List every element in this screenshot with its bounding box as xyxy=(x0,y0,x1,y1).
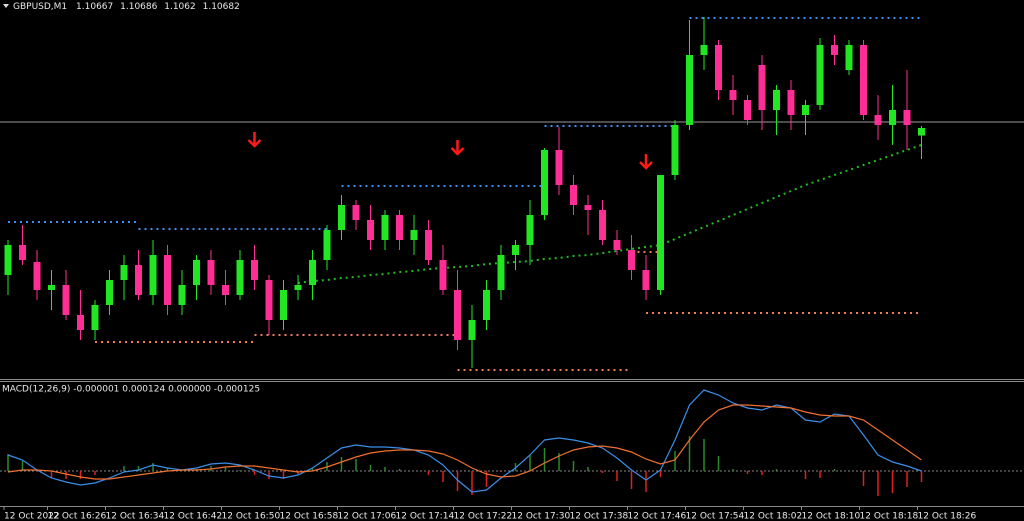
candle-body xyxy=(613,240,621,250)
sell-arrow xyxy=(450,140,465,156)
candle-body xyxy=(758,65,766,110)
time-label: 12 Oct 18:18 xyxy=(860,512,919,521)
candle-body xyxy=(207,260,215,285)
candle-body xyxy=(33,262,41,290)
candle-body xyxy=(541,150,548,215)
header-low: 1.1062 xyxy=(164,2,196,12)
candle-body xyxy=(787,90,795,115)
candle-body xyxy=(4,245,12,275)
candle-body xyxy=(425,230,432,260)
time-label: 12 Oct 16:42 xyxy=(164,512,223,521)
time-label: 12 Oct 16:50 xyxy=(222,512,281,521)
time-label: 12 Oct 18:10 xyxy=(802,512,861,521)
candle-body xyxy=(338,205,345,230)
candle-body xyxy=(178,285,186,305)
candle-body xyxy=(700,45,708,55)
macd-line xyxy=(7,404,922,480)
candle-body xyxy=(773,90,780,110)
candle-body xyxy=(367,220,374,240)
candle-body xyxy=(497,255,505,290)
candle-body xyxy=(845,45,853,70)
time-label: 12 Oct 18:02 xyxy=(744,512,803,521)
candle-body xyxy=(48,285,55,290)
candle-body xyxy=(555,150,563,185)
candle-body xyxy=(671,125,679,175)
candle-body xyxy=(236,260,244,295)
time-label: 12 Oct 17:06 xyxy=(338,512,397,521)
candle-body xyxy=(62,285,70,315)
candle-body xyxy=(135,265,142,295)
candle-body xyxy=(77,315,84,330)
candle-body xyxy=(802,105,809,115)
time-label: 12 Oct 17:14 xyxy=(396,512,455,521)
candle-body xyxy=(120,265,128,280)
time-label: 12 Oct 2022 xyxy=(4,512,60,521)
candle-body xyxy=(816,45,824,105)
sell-arrow xyxy=(247,132,262,148)
candle-body xyxy=(468,320,476,340)
macd-header: MACD(12,26,9) -0.000001 0.000124 0.00000… xyxy=(2,385,260,395)
candle-body xyxy=(744,100,751,120)
candle-body xyxy=(280,290,287,320)
header-close: 1.10682 xyxy=(203,2,240,12)
candle-body xyxy=(599,210,606,240)
candle-body xyxy=(265,280,273,320)
candle-body xyxy=(193,260,200,285)
menu-arrow xyxy=(3,4,9,8)
candle-body xyxy=(642,270,650,290)
candle-body xyxy=(439,260,447,290)
time-label: 12 Oct 16:34 xyxy=(106,512,165,521)
macd-line xyxy=(7,389,922,493)
candle-body xyxy=(222,285,229,295)
candle-body xyxy=(91,305,99,330)
header-open: 1.10667 xyxy=(76,2,113,12)
sell-arrow xyxy=(639,154,653,170)
candle-body xyxy=(570,185,577,205)
candle-body xyxy=(729,90,737,100)
time-label: 12 Oct 17:30 xyxy=(512,512,571,521)
candle-body xyxy=(715,45,722,90)
candle-body xyxy=(381,215,389,240)
candle-body xyxy=(831,45,838,55)
candle-body xyxy=(454,290,461,340)
candle-body xyxy=(686,55,693,125)
chart-header: GBPUSD,M1 1.10667 1.10686 1.1062 1.10682 xyxy=(13,2,240,12)
candle-body xyxy=(251,260,258,280)
candle-body xyxy=(323,230,331,260)
candle-body xyxy=(526,215,534,245)
candle-body xyxy=(903,110,911,125)
time-label: 12 Oct 17:46 xyxy=(628,512,687,521)
candle-body xyxy=(149,255,157,295)
symbol: GBPUSD,M1 xyxy=(13,2,67,12)
candle-body xyxy=(396,215,403,240)
candle-body xyxy=(628,250,635,270)
candle-body xyxy=(860,45,867,115)
candle-body xyxy=(410,230,418,240)
time-label: 12 Oct 17:54 xyxy=(686,512,745,521)
time-label: 12 Oct 16:58 xyxy=(280,512,339,521)
header-high: 1.10686 xyxy=(120,2,157,12)
time-label: 12 Oct 16:26 xyxy=(48,512,107,521)
time-label: 12 Oct 18:26 xyxy=(918,512,977,521)
candle-body xyxy=(657,175,664,290)
candle-body xyxy=(106,280,113,305)
moving-average xyxy=(297,144,922,284)
candle-body xyxy=(309,260,316,285)
candle-body xyxy=(19,245,26,260)
candle-body xyxy=(294,285,302,290)
candle-body xyxy=(483,290,490,320)
candle-body xyxy=(164,255,171,305)
candle-body xyxy=(352,205,360,220)
candle-body xyxy=(918,128,925,136)
candle-body xyxy=(874,115,882,125)
time-label: 12 Oct 17:22 xyxy=(454,512,513,521)
candle-body xyxy=(512,245,519,255)
candle-body xyxy=(889,110,896,125)
candle-body xyxy=(584,205,592,210)
time-label: 12 Oct 17:38 xyxy=(570,512,629,521)
